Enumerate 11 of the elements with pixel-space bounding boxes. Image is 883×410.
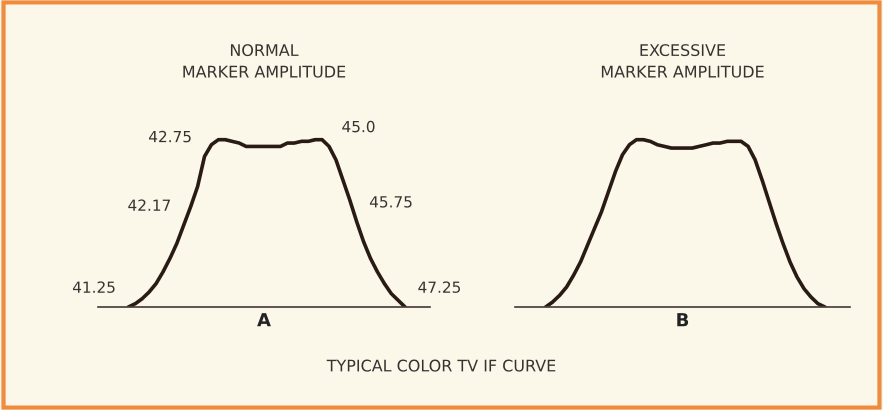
text: 41.25 (72, 281, 115, 293)
chart-title: NORMAL MARKER AMPLITUDE (183, 44, 346, 78)
x-axis-title: B (677, 313, 688, 326)
text: 45.0 (342, 120, 375, 132)
x-axis-title: A (257, 313, 271, 326)
annotation: 42.17 (128, 199, 170, 211)
chart-title: EXCESSIVE MARKER AMPLITUDE (602, 44, 764, 78)
text: TYPICAL COLOR TV IF CURVE (326, 360, 556, 372)
annotation: 42.75 (149, 130, 191, 142)
annotation: 45.75 (370, 196, 412, 208)
text: 47.25 (418, 281, 460, 293)
